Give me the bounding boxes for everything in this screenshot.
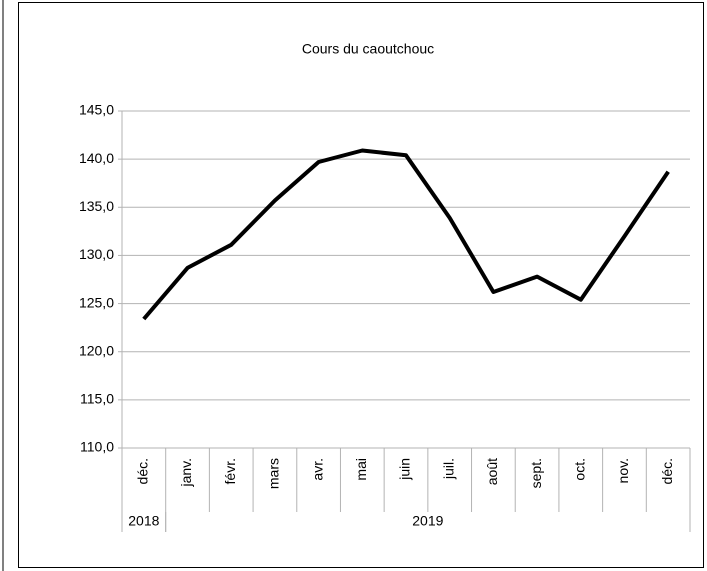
- x-tick-label: avr.: [309, 458, 325, 481]
- y-tick-label: 135,0: [79, 198, 114, 214]
- x-tick-label: août: [484, 458, 500, 485]
- chart-frame: [18, 2, 704, 568]
- y-tick-label: 125,0: [79, 294, 114, 310]
- x-tick-label: juil.: [440, 458, 456, 480]
- x-tick-label: mars: [266, 458, 282, 489]
- x-tick-label: févr.: [222, 458, 238, 484]
- y-tick-label: 120,0: [79, 342, 114, 358]
- x-tick-label: janv.: [178, 458, 194, 488]
- x-group-label: 2018: [128, 513, 159, 529]
- y-tick-label: 110,0: [80, 439, 114, 455]
- x-tick-label: oct.: [571, 458, 587, 481]
- x-tick-label: déc.: [135, 458, 151, 484]
- chart-title: Cours du caoutchouc: [302, 41, 434, 57]
- y-tick-label: 130,0: [79, 246, 114, 262]
- x-tick-label: nov.: [615, 458, 631, 483]
- y-tick-label: 140,0: [79, 150, 114, 166]
- x-tick-label: mai: [353, 458, 369, 481]
- y-tick-label: 145,0: [79, 102, 114, 118]
- data-line: [142, 148, 670, 321]
- x-tick-label: juin: [397, 458, 413, 481]
- y-tick-label: 115,0: [80, 391, 114, 407]
- x-tick-label: sept.: [528, 458, 544, 488]
- x-group-label: 2019: [412, 513, 443, 529]
- x-tick-label: déc.: [659, 458, 675, 484]
